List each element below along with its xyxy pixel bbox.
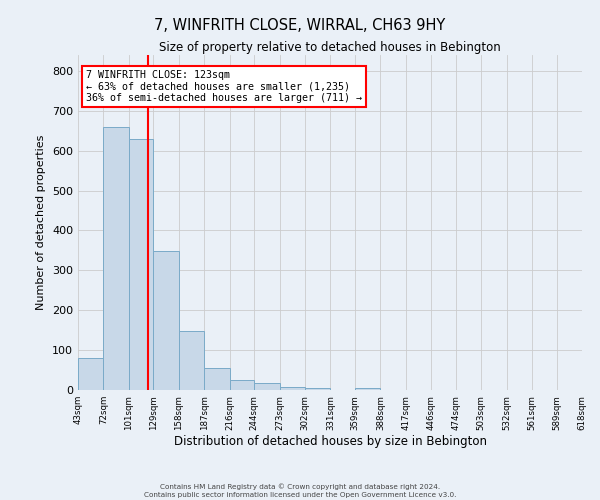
Text: 7, WINFRITH CLOSE, WIRRAL, CH63 9HY: 7, WINFRITH CLOSE, WIRRAL, CH63 9HY [154, 18, 446, 32]
Text: Contains HM Land Registry data © Crown copyright and database right 2024.
Contai: Contains HM Land Registry data © Crown c… [144, 484, 456, 498]
Bar [204, 368, 230, 390]
Bar [305, 388, 331, 390]
Title: Size of property relative to detached houses in Bebington: Size of property relative to detached ho… [159, 41, 501, 54]
Bar [179, 331, 204, 390]
Bar [355, 388, 380, 390]
Bar [78, 358, 103, 390]
Bar [103, 127, 129, 390]
Bar [230, 380, 254, 390]
Text: 7 WINFRITH CLOSE: 123sqm
← 63% of detached houses are smaller (1,235)
36% of sem: 7 WINFRITH CLOSE: 123sqm ← 63% of detach… [86, 70, 362, 103]
Y-axis label: Number of detached properties: Number of detached properties [37, 135, 46, 310]
Bar [129, 138, 154, 390]
Bar [280, 387, 305, 390]
X-axis label: Distribution of detached houses by size in Bebington: Distribution of detached houses by size … [173, 436, 487, 448]
Bar [154, 251, 179, 390]
Bar [254, 383, 280, 390]
